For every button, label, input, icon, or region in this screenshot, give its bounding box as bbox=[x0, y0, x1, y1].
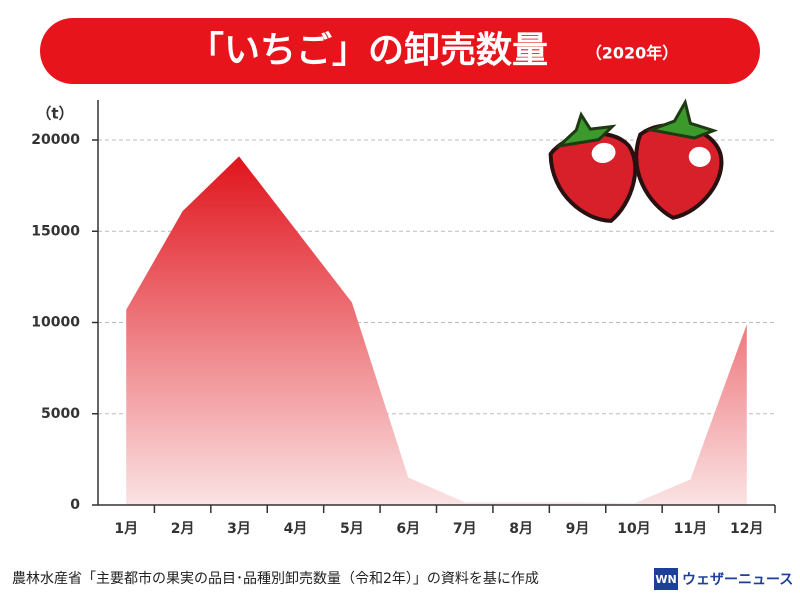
x-tick-label: 9月 bbox=[566, 521, 590, 537]
strawberry-illustration bbox=[548, 98, 724, 223]
y-tick-label: 10000 bbox=[31, 315, 80, 331]
chart-title: 「いちご」の卸売数量 bbox=[188, 30, 548, 71]
x-tick-label: 10月 bbox=[617, 521, 650, 537]
x-tick-label: 3月 bbox=[227, 521, 251, 537]
x-tick-label: 4月 bbox=[284, 521, 308, 537]
x-tick-label: 1月 bbox=[114, 521, 138, 537]
x-tick-label: 8月 bbox=[509, 521, 533, 537]
y-tick-label: 0 bbox=[70, 497, 80, 513]
x-tick-label: 12月 bbox=[730, 521, 763, 537]
brand-icon bbox=[654, 568, 678, 590]
y-tick-label: 20000 bbox=[31, 132, 80, 148]
y-tick-label: 15000 bbox=[31, 223, 80, 239]
brand-mark: WN bbox=[655, 573, 676, 586]
title-banner bbox=[40, 18, 760, 84]
x-tick-label: 2月 bbox=[171, 521, 195, 537]
chart-subtitle: （2020年） bbox=[586, 44, 679, 63]
plot-area: 0 5000 10000 15000 20000 1月 2月 3月 4月 5月 6月 7月 8月 9月 10… bbox=[31, 100, 776, 537]
x-tick-label: 11月 bbox=[674, 521, 707, 537]
y-tick-label: 5000 bbox=[41, 406, 80, 422]
x-tick-label: 6月 bbox=[396, 521, 420, 537]
x-tick-label: 7月 bbox=[453, 521, 477, 537]
source-note: 農林水産省「主要都市の果実の品目･品種別卸売数量（令和2年）」の資料を基に作成 bbox=[12, 570, 539, 587]
brand-name: ウェザーニュース bbox=[682, 572, 793, 588]
area bbox=[126, 156, 747, 506]
y-axis-label: （t） bbox=[36, 105, 73, 123]
x-tick-label: 5月 bbox=[340, 521, 364, 537]
